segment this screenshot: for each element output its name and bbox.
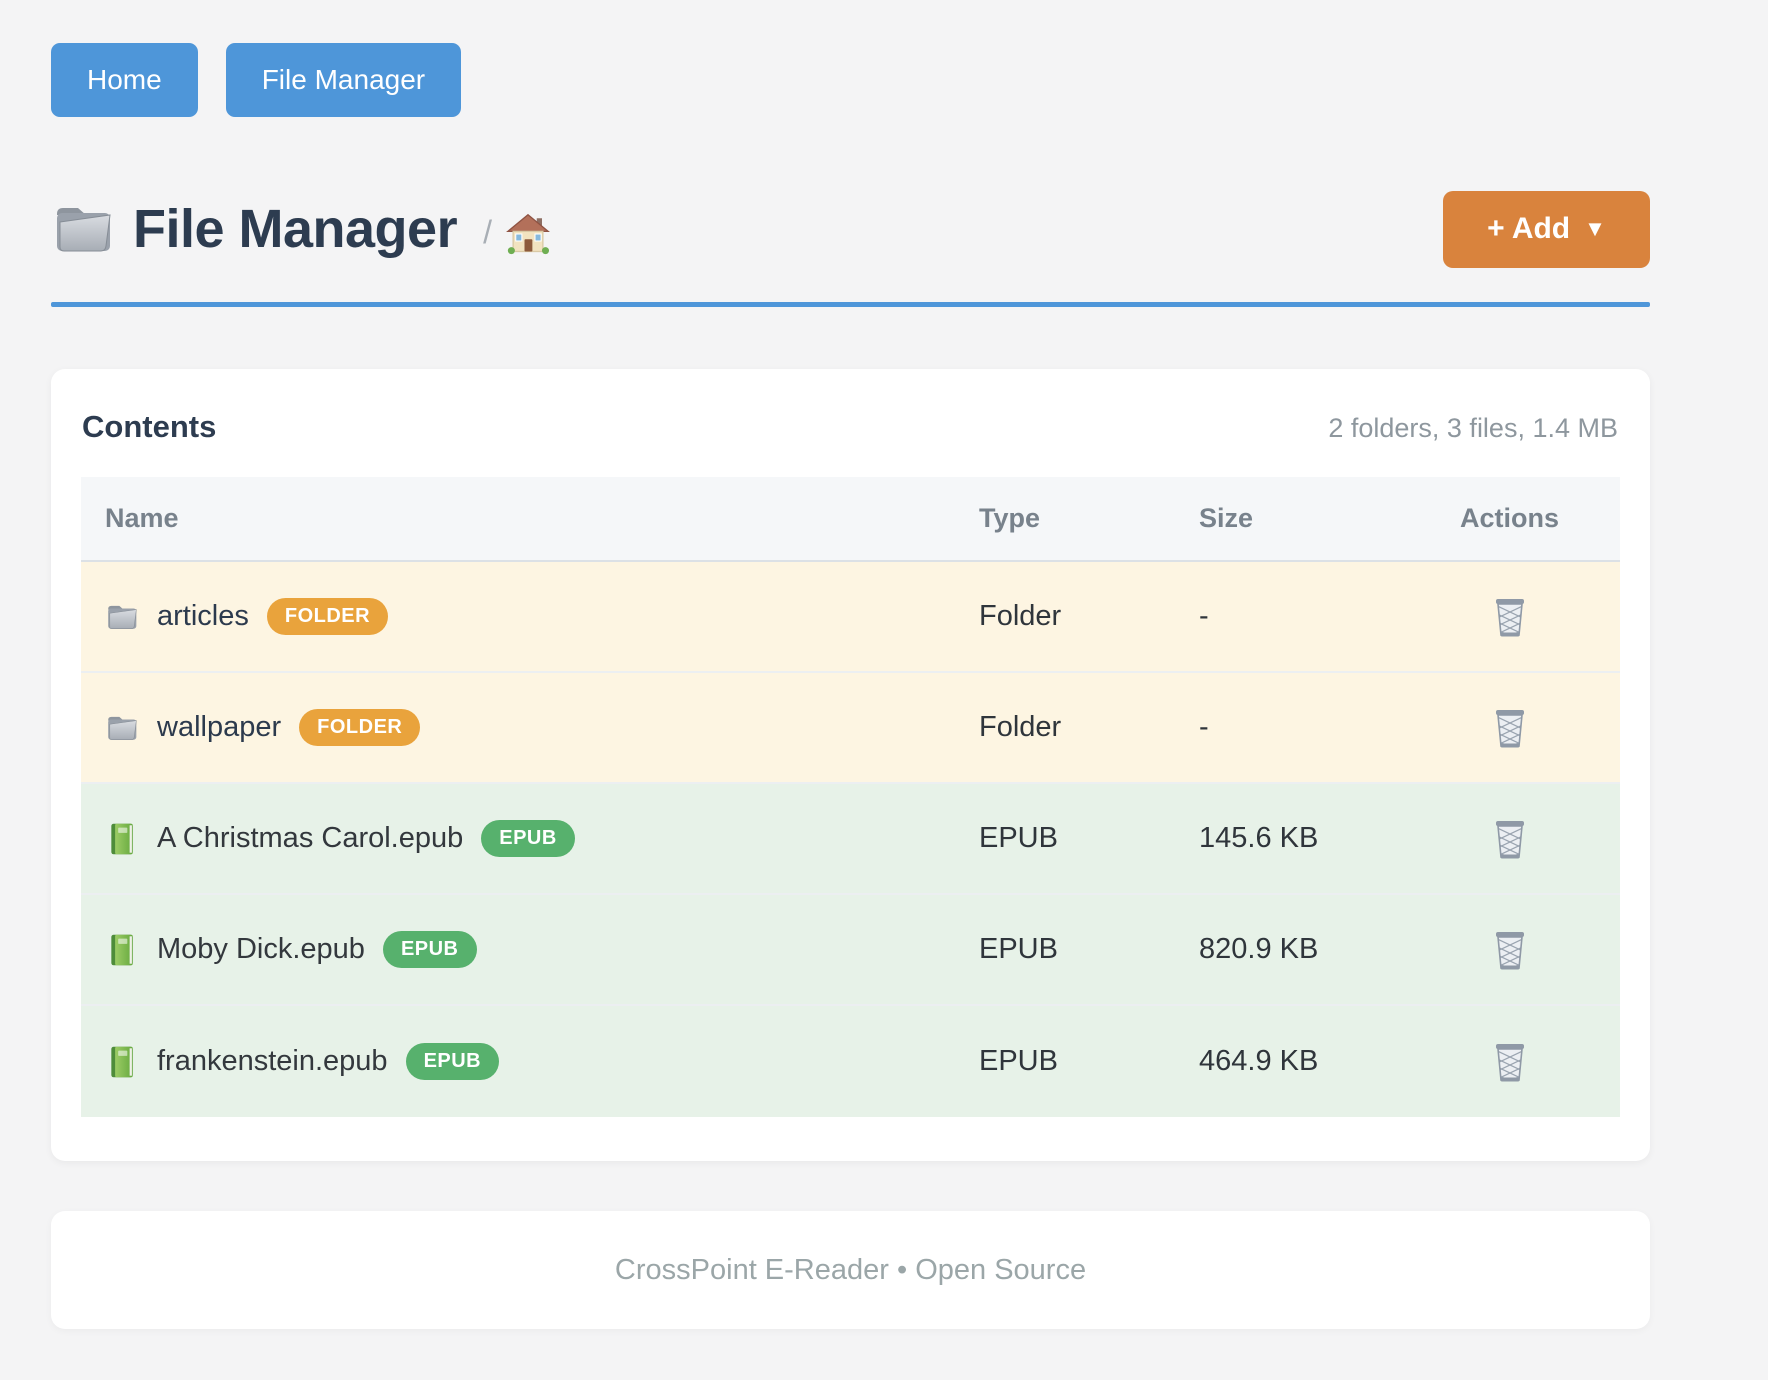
contents-summary: 2 folders, 3 files, 1.4 MB [1328,413,1618,443]
footer-card: CrossPoint E-Reader • Open Source [51,1211,1650,1329]
file-size: - [1199,600,1209,632]
file-name-cell: Moby Dick.epub EPUB [81,931,959,968]
contents-card: Contents 2 folders, 3 files, 1.4 MB Name… [51,369,1650,1161]
delete-button[interactable] [1488,925,1532,975]
folder-icon [107,605,137,629]
type-badge: FOLDER [266,598,389,635]
column-header-name: Name [105,503,179,533]
table-row: Moby Dick.epub EPUB EPUB 820.9 KB [81,895,1620,1006]
file-size: 464.9 KB [1199,1045,1319,1077]
nav-button-home[interactable]: Home [51,43,198,117]
type-badge: EPUB [405,1043,500,1080]
top-nav: Home File Manager [51,43,1650,117]
delete-button[interactable] [1488,703,1532,753]
column-header-size: Size [1199,503,1254,533]
title-divider [51,302,1650,307]
title-row: File Manager / + Add ▼ [51,187,1650,271]
page: Home File Manager File Manager / + Add ▼… [51,0,1650,1329]
file-size: - [1199,711,1209,743]
trash-icon [1492,596,1528,638]
file-name[interactable]: Moby Dick.epub [157,933,365,965]
breadcrumb-separator: / [483,213,492,250]
delete-button[interactable] [1488,592,1532,642]
nav-button-file-manager[interactable]: File Manager [225,43,462,117]
trash-icon [1492,818,1528,860]
trash-icon [1492,929,1528,971]
column-header-type: Type [979,503,1041,533]
book-icon [111,934,133,965]
file-type: EPUB [979,933,1058,965]
add-button[interactable]: + Add ▼ [1443,190,1650,268]
folder-icon [107,716,137,740]
file-type: Folder [979,600,1062,632]
delete-button[interactable] [1488,814,1532,864]
add-button-label: + Add [1487,212,1571,245]
contents-heading: Contents [82,409,217,444]
file-type: EPUB [979,1045,1058,1077]
type-badge: FOLDER [299,709,421,746]
chevron-down-icon: ▼ [1584,216,1606,241]
file-name-cell: articles FOLDER [81,598,959,635]
type-badge: EPUB [481,820,575,857]
file-name[interactable]: frankenstein.epub [157,1045,388,1077]
trash-icon [1492,707,1528,749]
table-header: Name Type Size Actions [81,477,1620,562]
page-title: File Manager [133,199,458,259]
book-icon [111,1046,133,1077]
column-header-actions: Actions [1459,503,1559,533]
footer-text: CrossPoint E-Reader • Open Source [614,1253,1087,1286]
table-row: A Christmas Carol.epub EPUB EPUB 145.6 K… [81,784,1620,895]
table-row: wallpaper FOLDER Folder - [81,673,1620,784]
file-size: 820.9 KB [1199,933,1319,965]
file-name[interactable]: articles [157,600,249,632]
file-name[interactable]: wallpaper [157,711,282,743]
table-row: frankenstein.epub EPUB EPUB 464.9 KB [81,1006,1620,1117]
file-table: Name Type Size Actions articles FOLDER F… [81,477,1620,1117]
file-name-cell: wallpaper FOLDER [81,709,959,746]
table-row: articles FOLDER Folder - [81,562,1620,673]
trash-icon [1492,1041,1528,1083]
delete-button[interactable] [1488,1037,1532,1087]
home-icon[interactable] [506,213,550,255]
file-size: 145.6 KB [1199,822,1319,854]
file-name-cell: frankenstein.epub EPUB [81,1043,959,1080]
book-icon [111,823,133,854]
table-body: articles FOLDER Folder - wallpaper FOLDE… [81,562,1620,1117]
file-name[interactable]: A Christmas Carol.epub [157,822,464,854]
file-type: Folder [979,711,1062,743]
folder-icon [56,207,111,252]
type-badge: EPUB [382,931,477,968]
file-name-cell: A Christmas Carol.epub EPUB [81,820,959,857]
file-type: EPUB [979,822,1058,854]
